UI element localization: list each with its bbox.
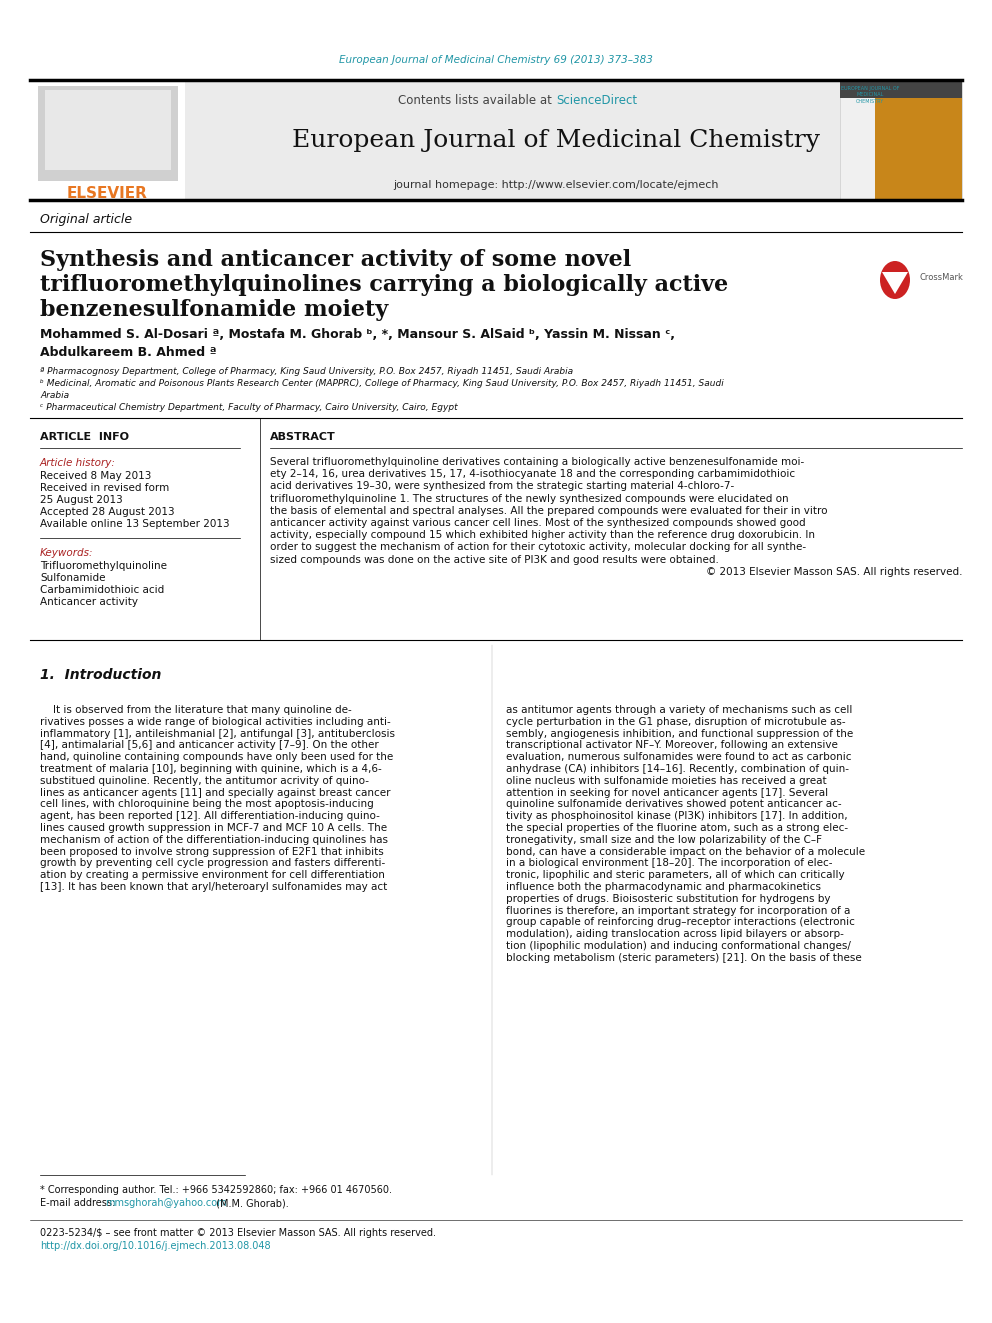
Text: the special properties of the fluorine atom, such as a strong elec-: the special properties of the fluorine a…: [506, 823, 848, 833]
Text: ª Pharmacognosy Department, College of Pharmacy, King Saud University, P.O. Box : ª Pharmacognosy Department, College of P…: [40, 368, 573, 377]
Text: bond, can have a considerable impact on the behavior of a molecule: bond, can have a considerable impact on …: [506, 847, 865, 856]
Bar: [45, 90, 171, 169]
Text: attention in seeking for novel anticancer agents [17]. Several: attention in seeking for novel anticance…: [506, 787, 828, 798]
Text: It is observed from the literature that many quinoline de-: It is observed from the literature that …: [40, 705, 352, 714]
Text: ARTICLE  INFO: ARTICLE INFO: [40, 433, 129, 442]
Text: inflammatory [1], antileishmanial [2], antifungal [3], antituberclosis: inflammatory [1], antileishmanial [2], a…: [40, 729, 395, 738]
Text: treatment of malaria [10], beginning with quinine, which is a 4,6-: treatment of malaria [10], beginning wit…: [40, 763, 382, 774]
Text: rivatives posses a wide range of biological activities including anti-: rivatives posses a wide range of biologi…: [40, 717, 391, 726]
Text: Article history:: Article history:: [40, 458, 116, 468]
Text: transcriptional activator NF–Y. Moreover, following an extensive: transcriptional activator NF–Y. Moreover…: [506, 741, 838, 750]
Text: cycle perturbation in the G1 phase, disruption of microtubule as-: cycle perturbation in the G1 phase, disr…: [506, 717, 845, 726]
Text: trifluoromethylquinolines carrying a biologically active: trifluoromethylquinolines carrying a bio…: [40, 274, 728, 296]
Text: blocking metabolism (steric parameters) [21]. On the basis of these: blocking metabolism (steric parameters) …: [506, 953, 862, 963]
Text: Received 8 May 2013: Received 8 May 2013: [40, 471, 152, 482]
Text: sembly, angiogenesis inhibition, and functional suppression of the: sembly, angiogenesis inhibition, and fun…: [506, 729, 853, 738]
Bar: [840, 79, 962, 98]
Text: anticancer activity against various cancer cell lines. Most of the synthesized c: anticancer activity against various canc…: [270, 519, 806, 528]
Text: Accepted 28 August 2013: Accepted 28 August 2013: [40, 507, 175, 517]
Text: Carbamimidothioic acid: Carbamimidothioic acid: [40, 585, 165, 595]
Text: evaluation, numerous sulfonamides were found to act as carbonic: evaluation, numerous sulfonamides were f…: [506, 753, 851, 762]
Text: lines as anticancer agents [11] and specially against breast cancer: lines as anticancer agents [11] and spec…: [40, 787, 391, 798]
Text: * Corresponding author. Tel.: +966 5342592860; fax: +966 01 4670560.: * Corresponding author. Tel.: +966 53425…: [40, 1185, 392, 1195]
Text: Abdulkareem B. Ahmed ª: Abdulkareem B. Ahmed ª: [40, 345, 216, 359]
Text: hand, quinoline containing compounds have only been used for the: hand, quinoline containing compounds hav…: [40, 753, 393, 762]
Text: Contents lists available at: Contents lists available at: [399, 94, 556, 106]
Text: as antitumor agents through a variety of mechanisms such as cell: as antitumor agents through a variety of…: [506, 705, 852, 714]
Text: properties of drugs. Bioisosteric substitution for hydrogens by: properties of drugs. Bioisosteric substi…: [506, 894, 830, 904]
Text: in a biological environment [18–20]. The incorporation of elec-: in a biological environment [18–20]. The…: [506, 859, 832, 868]
Text: (M.M. Ghorab).: (M.M. Ghorab).: [213, 1199, 289, 1208]
Text: agent, has been reported [12]. All differentiation-inducing quino-: agent, has been reported [12]. All diffe…: [40, 811, 380, 822]
Text: ation by creating a permissive environment for cell differentiation: ation by creating a permissive environme…: [40, 871, 385, 880]
Bar: [30, 79, 185, 200]
Text: European Journal of Medicinal Chemistry 69 (2013) 373–383: European Journal of Medicinal Chemistry …: [339, 56, 653, 65]
Text: Original article: Original article: [40, 213, 132, 226]
Text: substitued quinoline. Recently, the antitumor acrivity of quino-: substitued quinoline. Recently, the anti…: [40, 775, 369, 786]
Text: quinoline sulfonamide derivatives showed potent anticancer ac-: quinoline sulfonamide derivatives showed…: [506, 799, 841, 810]
Text: CrossMark: CrossMark: [920, 274, 964, 283]
Text: © 2013 Elsevier Masson SAS. All rights reserved.: © 2013 Elsevier Masson SAS. All rights r…: [705, 566, 962, 577]
Text: activity, especially compound 15 which exhibited higher activity than the refere: activity, especially compound 15 which e…: [270, 531, 815, 540]
Text: modulation), aiding translocation across lipid bilayers or absorp-: modulation), aiding translocation across…: [506, 929, 844, 939]
Text: Received in revised form: Received in revised form: [40, 483, 170, 493]
Text: tronegativity, small size and the low polarizability of the C–F: tronegativity, small size and the low po…: [506, 835, 822, 845]
Text: journal homepage: http://www.elsevier.com/locate/ejmech: journal homepage: http://www.elsevier.co…: [393, 180, 719, 191]
Text: influence both the pharmacodynamic and pharmacokinetics: influence both the pharmacodynamic and p…: [506, 882, 821, 892]
Text: trifluoromethylquinoline 1. The structures of the newly synthesized compounds we: trifluoromethylquinoline 1. The structur…: [270, 493, 789, 504]
Text: ELSEVIER: ELSEVIER: [66, 185, 148, 201]
Ellipse shape: [880, 261, 910, 299]
Text: EUROPEAN JOURNAL OF
MEDICINAL
CHEMISTRY: EUROPEAN JOURNAL OF MEDICINAL CHEMISTRY: [841, 86, 899, 105]
Text: Anticancer activity: Anticancer activity: [40, 597, 138, 607]
Text: oline nucleus with sulfonamide moieties has received a great: oline nucleus with sulfonamide moieties …: [506, 775, 826, 786]
Text: E-mail address:: E-mail address:: [40, 1199, 118, 1208]
Text: ety 2–14, 16, urea derivatives 15, 17, 4-isothiocyanate 18 and the corresponding: ety 2–14, 16, urea derivatives 15, 17, 4…: [270, 470, 796, 479]
Text: http://dx.doi.org/10.1016/j.ejmech.2013.08.048: http://dx.doi.org/10.1016/j.ejmech.2013.…: [40, 1241, 271, 1252]
Text: mechanism of action of the differentiation-inducing quinolines has: mechanism of action of the differentiati…: [40, 835, 388, 845]
Text: 25 August 2013: 25 August 2013: [40, 495, 123, 505]
Text: [4], antimalarial [5,6] and anticancer activity [7–9]. On the other: [4], antimalarial [5,6] and anticancer a…: [40, 741, 379, 750]
Bar: [30, 79, 962, 200]
Text: Several trifluoromethylquinoline derivatives containing a biologically active be: Several trifluoromethylquinoline derivat…: [270, 456, 805, 467]
Text: mmsghorah@yahoo.com: mmsghorah@yahoo.com: [105, 1199, 226, 1208]
Text: Sulfonamide: Sulfonamide: [40, 573, 105, 583]
Polygon shape: [882, 273, 908, 294]
Bar: [38, 86, 178, 181]
Text: ScienceDirect: ScienceDirect: [556, 94, 637, 106]
Text: benzenesulfonamide moiety: benzenesulfonamide moiety: [40, 299, 388, 321]
Text: the basis of elemental and spectral analyses. All the prepared compounds were ev: the basis of elemental and spectral anal…: [270, 505, 827, 516]
Text: European Journal of Medicinal Chemistry: European Journal of Medicinal Chemistry: [292, 128, 820, 152]
Text: acid derivatives 19–30, were synthesized from the strategic starting material 4-: acid derivatives 19–30, were synthesized…: [270, 482, 734, 491]
Text: growth by preventing cell cycle progression and fasters differenti-: growth by preventing cell cycle progress…: [40, 859, 385, 868]
Text: 0223-5234/$ – see front matter © 2013 Elsevier Masson SAS. All rights reserved.: 0223-5234/$ – see front matter © 2013 El…: [40, 1228, 436, 1238]
Text: ᵇ Medicinal, Aromatic and Poisonous Plants Research Center (MAPPRC), College of : ᵇ Medicinal, Aromatic and Poisonous Plan…: [40, 380, 724, 389]
Text: [13]. It has been known that aryl/heteroaryl sulfonamides may act: [13]. It has been known that aryl/hetero…: [40, 882, 387, 892]
Text: 1.  Introduction: 1. Introduction: [40, 668, 162, 681]
Text: Synthesis and anticancer activity of some novel: Synthesis and anticancer activity of som…: [40, 249, 631, 271]
Bar: [875, 79, 962, 200]
Text: ABSTRACT: ABSTRACT: [270, 433, 335, 442]
Bar: [840, 79, 962, 200]
Text: cell lines, with chloroquinine being the most apoptosis-inducing: cell lines, with chloroquinine being the…: [40, 799, 374, 810]
Text: been proposed to involve strong suppression of E2F1 that inhibits: been proposed to involve strong suppress…: [40, 847, 384, 856]
Text: tronic, lipophilic and steric parameters, all of which can critically: tronic, lipophilic and steric parameters…: [506, 871, 844, 880]
Text: Keywords:: Keywords:: [40, 548, 93, 558]
Text: anhydrase (CA) inhibitors [14–16]. Recently, combination of quin-: anhydrase (CA) inhibitors [14–16]. Recen…: [506, 763, 849, 774]
Text: Trifluoromethylquinoline: Trifluoromethylquinoline: [40, 561, 167, 572]
Text: tion (lipophilic modulation) and inducing conformational changes/: tion (lipophilic modulation) and inducin…: [506, 941, 851, 951]
Text: group capable of reinforcing drug–receptor interactions (electronic: group capable of reinforcing drug–recept…: [506, 917, 855, 927]
Text: fluorines is therefore, an important strategy for incorporation of a: fluorines is therefore, an important str…: [506, 906, 850, 916]
Text: Arabia: Arabia: [40, 390, 69, 400]
Text: Mohammed S. Al-Dosari ª, Mostafa M. Ghorab ᵇ, *, Mansour S. AlSaid ᵇ, Yassin M. : Mohammed S. Al-Dosari ª, Mostafa M. Ghor…: [40, 328, 675, 341]
Text: sized compounds was done on the active site of PI3K and good results were obtain: sized compounds was done on the active s…: [270, 554, 719, 565]
Text: ᶜ Pharmaceutical Chemistry Department, Faculty of Pharmacy, Cairo University, Ca: ᶜ Pharmaceutical Chemistry Department, F…: [40, 402, 457, 411]
Text: lines caused growth suppression in MCF-7 and MCF 10 A cells. The: lines caused growth suppression in MCF-7…: [40, 823, 387, 833]
Text: tivity as phosphoinositol kinase (PI3K) inhibitors [17]. In addition,: tivity as phosphoinositol kinase (PI3K) …: [506, 811, 847, 822]
Text: Available online 13 September 2013: Available online 13 September 2013: [40, 519, 229, 529]
Text: order to suggest the mechanism of action for their cytotoxic activity, molecular: order to suggest the mechanism of action…: [270, 542, 806, 553]
